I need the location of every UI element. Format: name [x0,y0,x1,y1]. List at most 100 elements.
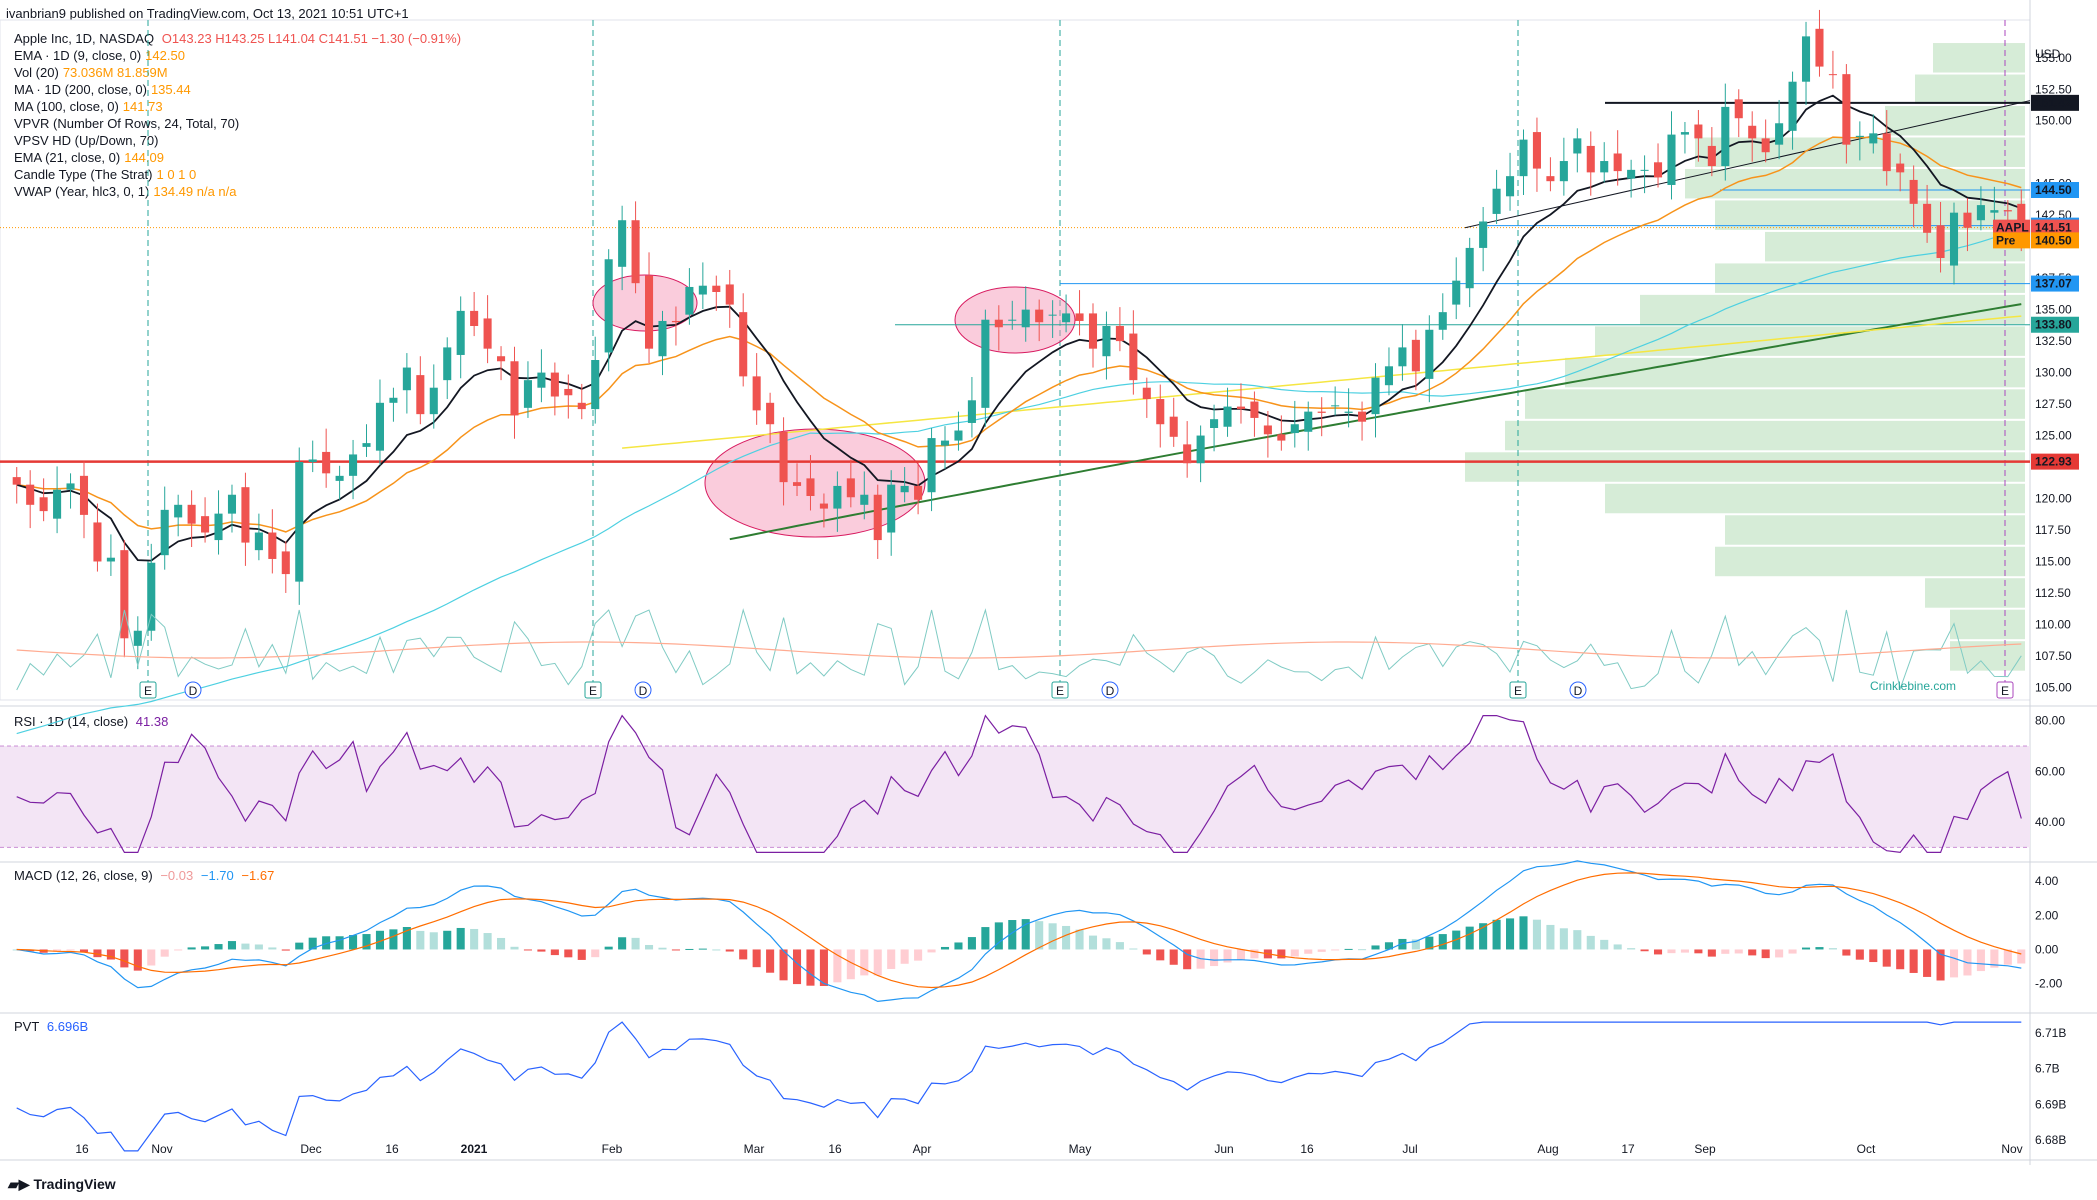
macd-histogram-bar [523,949,532,951]
candle-body [322,451,331,474]
pvt-tick-label: 6.68B [2035,1133,2066,1147]
tradingview-logo[interactable]: ▰▶ TradingView [8,1176,116,1193]
x-tick-label: 16 [828,1142,842,1156]
candle-body [1035,309,1044,323]
indicator-legend-row[interactable]: Candle Type (The Strat) 1 0 1 0 [14,166,200,183]
macd-histogram-bar [1828,948,1837,950]
price-tick-label: 117.50 [2035,523,2071,537]
price-tag-value: 140.50 [2035,233,2072,247]
macd-histogram-bar [281,949,290,951]
macd-histogram-bar [967,937,976,950]
candle-body [550,372,559,397]
candle-body [1115,326,1124,342]
macd-histogram-bar [214,944,223,950]
macd-histogram-bar [1949,949,1959,978]
rsi-name: RSI · 1D (14, close) [14,714,129,729]
vwap-line [622,315,2022,449]
indicator-value: 73.036M 81.859M [62,65,168,80]
macd-tick-label: 4.00 [2035,874,2059,888]
macd-histogram-bar [1277,949,1286,959]
rsi-line [16,714,2022,854]
candle-body [1048,314,1057,316]
macd-histogram-bar [1102,938,1111,950]
macd-histogram-bar [1976,949,1985,972]
candle-body [752,376,761,411]
price-tag-value: 133.80 [2035,318,2072,332]
macd-histogram-bar [1250,949,1259,959]
candle-body [1169,416,1178,437]
candle-body [1828,74,1837,76]
indicator-legend-row[interactable]: VWAP (Year, hlc3, 0, 1) 134.49 n/a n/a [14,183,241,200]
macd-histogram-bar [1021,919,1030,950]
macd-histogram-bar [1062,925,1071,950]
macd-histogram-bar [1129,948,1138,950]
macd-histogram-bar [940,946,950,950]
volume-profile-bar [1715,546,2025,577]
macd-hist-value: −0.03 [160,868,194,883]
candle-body [39,497,48,512]
candle-body [1196,435,1205,464]
candle-body [846,478,855,498]
macd-histogram-bar [1748,949,1757,956]
candle-body [1277,434,1286,441]
indicator-name: EMA · 1D (9, close, 0) [14,48,142,63]
macd-histogram-bar [671,949,680,951]
macd-line [16,860,2022,1003]
price-tag-bg [2031,182,2079,198]
currency-label: USD [2035,47,2061,61]
pvt-tick-label: 6.71B [2035,1026,2066,1040]
macd-histogram-bar [1990,949,1999,968]
candle-body [160,509,169,556]
indicator-legend-row[interactable]: MA (100, close, 0) 141.73 [14,98,167,115]
indicator-legend-row[interactable]: VPVR (Number Of Rows, 24, Total, 70) [14,115,247,132]
macd-legend[interactable]: MACD (12, 26, close, 9) −0.03 −1.70 −1.6… [14,867,278,884]
macd-histogram-bar [1331,949,1340,951]
rsi-tick-label: 60.00 [2035,764,2065,778]
tv-logo-text: TradingView [33,1176,116,1192]
macd-histogram-bar [1882,949,1891,967]
dividend-marker [634,681,652,699]
pvt-legend[interactable]: PVT 6.696B [14,1018,92,1035]
macd-histogram-bar [900,949,909,964]
price-tag-bg [2031,453,2079,470]
indicator-name: MA · 1D (200, close, 0) [14,82,147,97]
candle-body [1465,247,1474,289]
macd-histogram-bar [1627,948,1636,950]
candle-body [483,318,492,349]
macd-histogram-bar [497,937,506,950]
indicator-legend-row[interactable]: MA · 1D (200, close, 0) 135.44 [14,81,195,98]
candle-body [416,375,425,415]
candle-body [1317,411,1326,413]
candle-body [1129,333,1138,381]
indicator-legend-row[interactable]: VPSV HD (Up/Down, 70) [14,132,167,149]
pvt-name: PVT [14,1019,40,1034]
price-tag-bg [2031,232,2079,249]
indicator-legend-row[interactable]: Vol (20) 73.036M 81.859M [14,64,172,81]
price-tag-value: 151.42 [2035,96,2072,110]
volume-profile-bar [1465,452,2025,482]
candle-body [1425,329,1434,379]
macd-signal-value: −1.67 [241,868,275,883]
candle-body [1842,74,1851,145]
symbol-line[interactable]: Apple Inc, 1D, NASDAQ O143.23 H143.25 L1… [14,30,465,47]
indicator-legend-row[interactable]: EMA · 1D (9, close, 0) 142.50 [14,47,189,64]
macd-histogram-bar [739,949,748,960]
candle-body [685,286,694,315]
macd-histogram-bar [1142,949,1151,955]
rsi-legend[interactable]: RSI · 1D (14, close) 41.38 [14,713,172,730]
indicator-legend-row[interactable]: EMA (21, close, 0) 144.09 [14,149,168,166]
price-tag-value: 137.07 [2035,277,2072,291]
price-tick-label: 130.00 [2035,366,2072,380]
macd-histogram-bar [685,948,694,950]
rsi-tick-label: 80.00 [2035,714,2065,728]
macd-histogram-bar [389,929,398,950]
candle-body [967,400,976,423]
macd-histogram-bar [779,949,788,981]
macd-histogram-bar [1667,949,1676,954]
macd-histogram-bar [1936,949,1945,981]
price-tick-label: 120.00 [2035,492,2072,506]
candle-body [1694,124,1703,139]
macd-signal-line [16,872,2022,989]
candle-body [1411,339,1420,372]
